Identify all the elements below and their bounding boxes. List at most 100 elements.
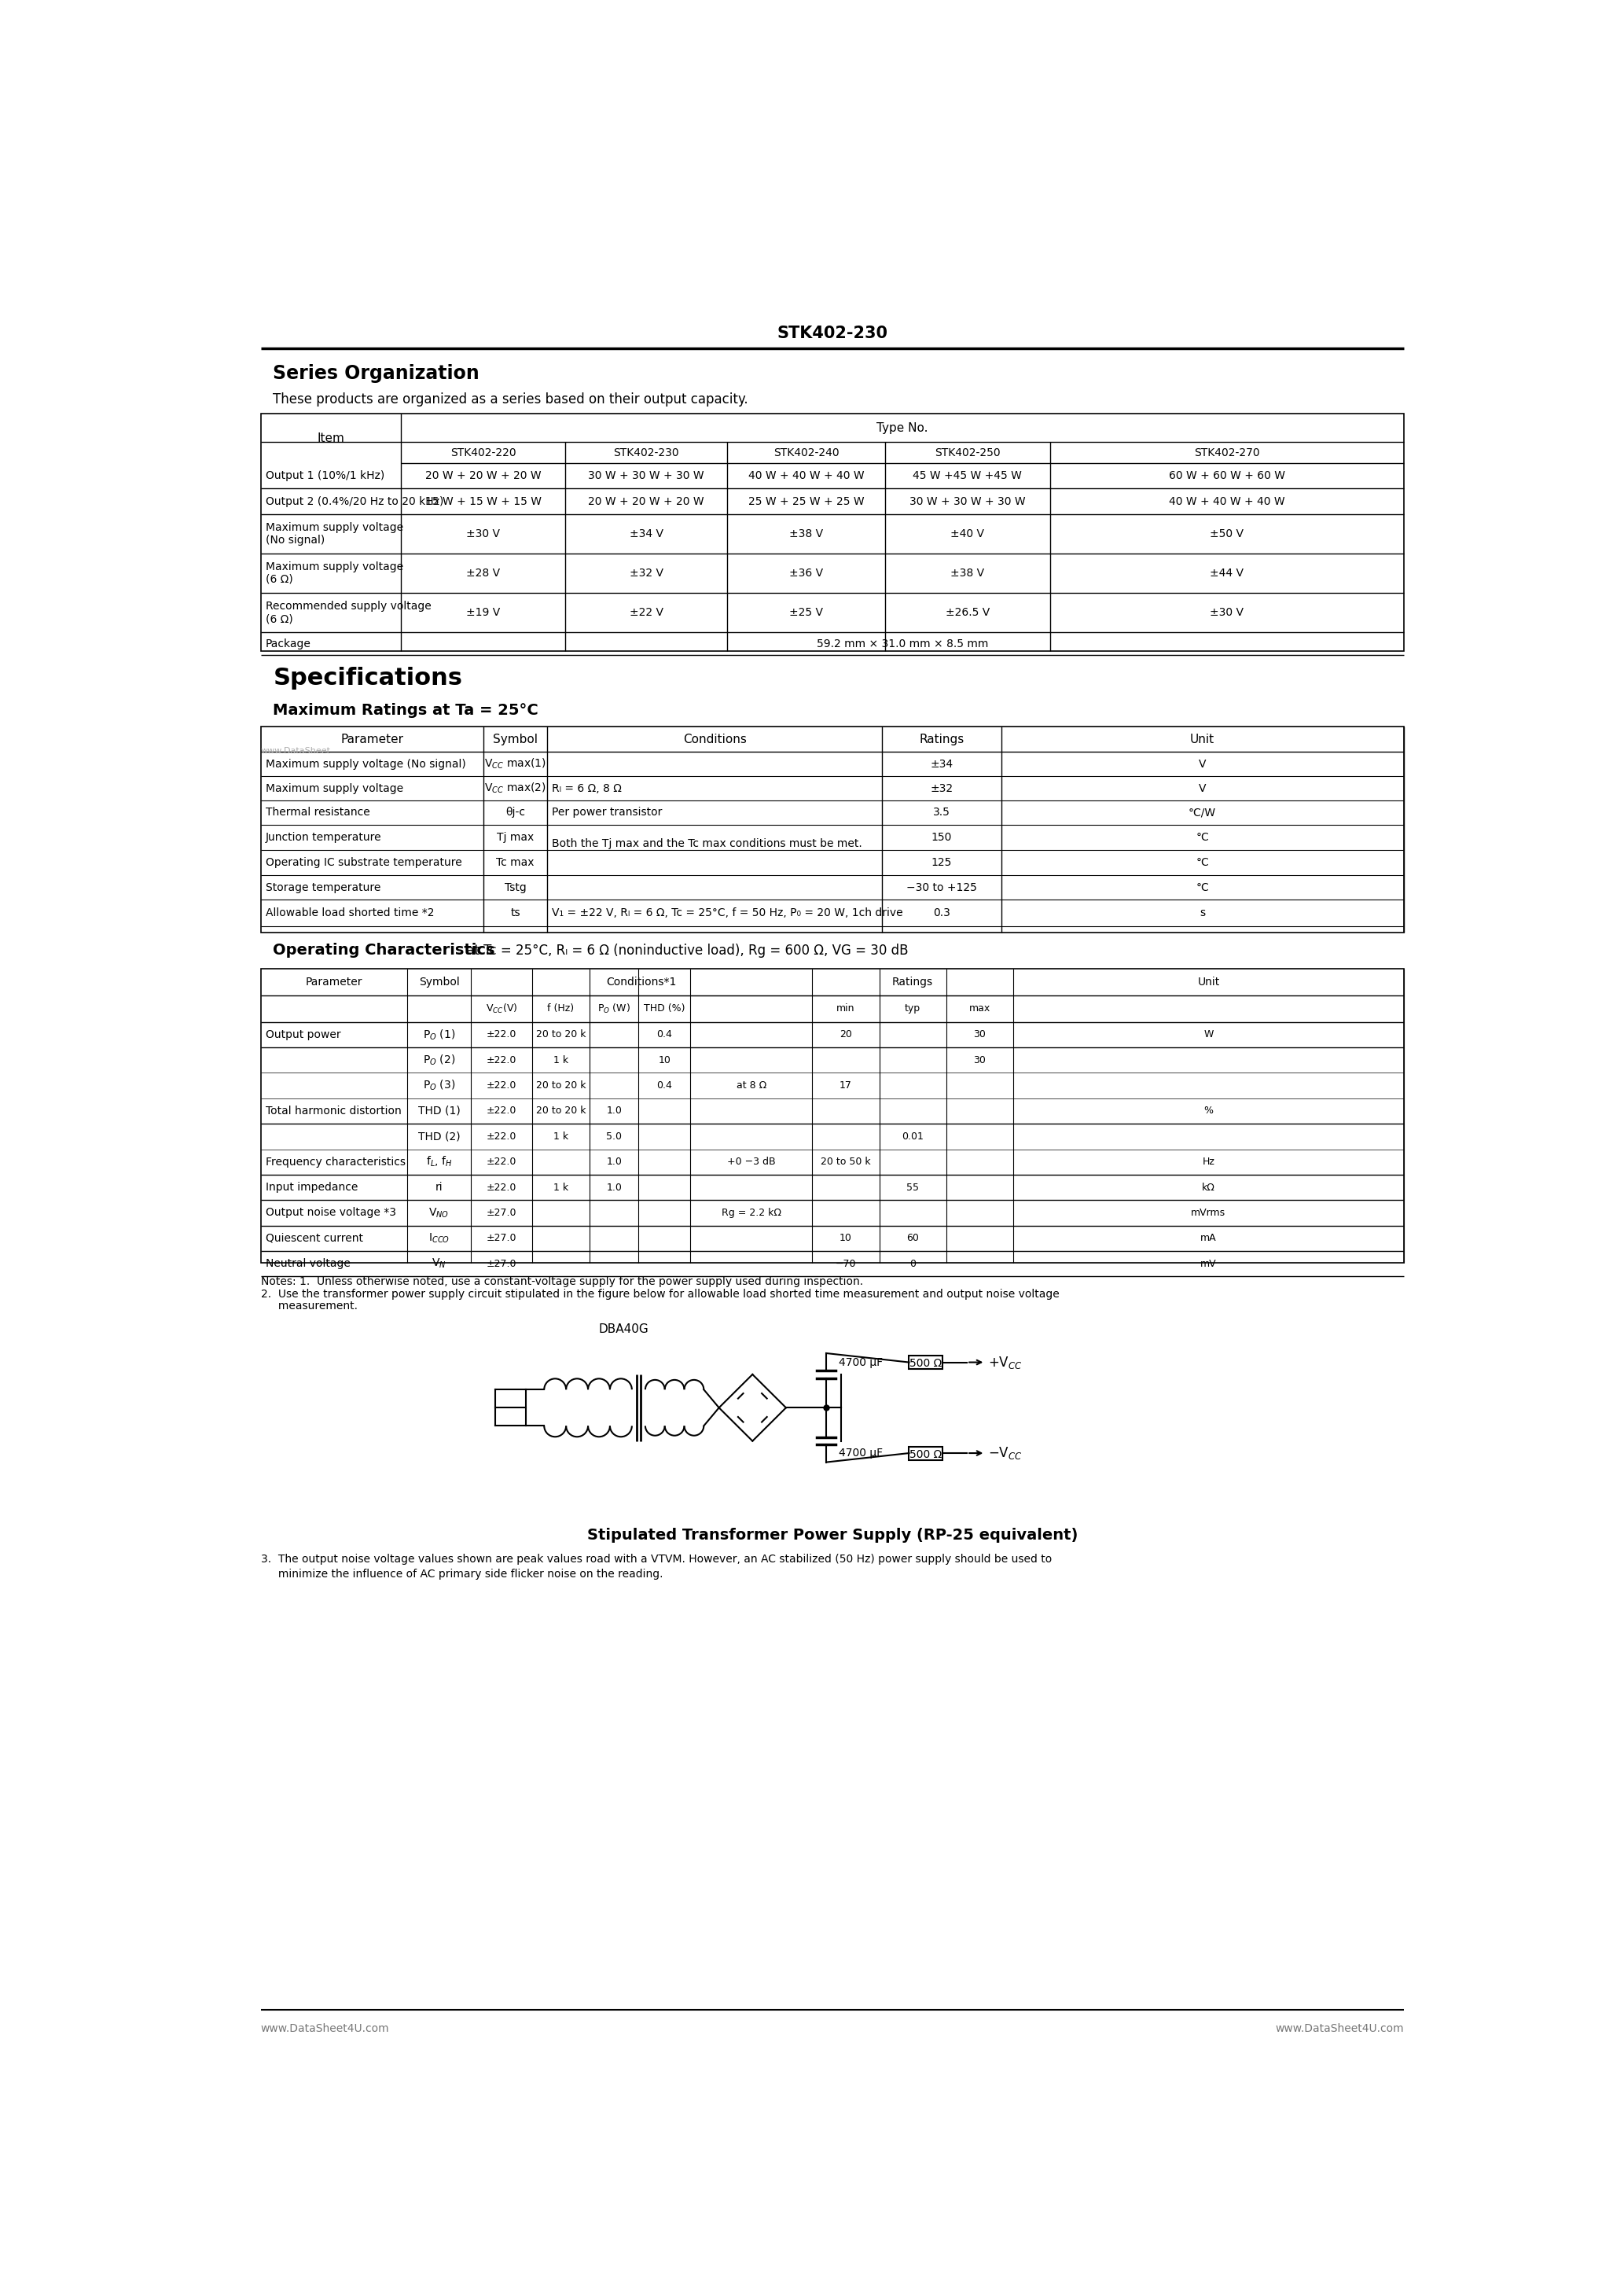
Text: THD (%): THD (%) [643, 1003, 685, 1015]
Text: Parameter: Parameter [305, 976, 362, 987]
Text: ±19 V: ±19 V [466, 606, 500, 618]
Text: 10: 10 [658, 1056, 671, 1065]
Text: 60: 60 [906, 1233, 919, 1244]
Text: measurement.: measurement. [261, 1300, 357, 1311]
Text: 1.0: 1.0 [606, 1182, 622, 1192]
Text: 20: 20 [840, 1029, 853, 1040]
Text: ±22.0: ±22.0 [487, 1132, 516, 1141]
Text: ±32: ±32 [931, 783, 953, 794]
Text: V$_{CC}$(V): V$_{CC}$(V) [486, 1003, 518, 1015]
Text: 45 W +45 W +45 W: 45 W +45 W +45 W [913, 471, 1021, 482]
Text: Output power: Output power [266, 1029, 341, 1040]
Text: V$_{CC}$ max(2): V$_{CC}$ max(2) [484, 781, 546, 794]
Text: %: % [1203, 1107, 1213, 1116]
Text: 500 Ω: 500 Ω [909, 1357, 942, 1368]
Text: I$_{CCO}$: I$_{CCO}$ [429, 1231, 450, 1244]
Text: 20 to 50 k: 20 to 50 k [820, 1157, 870, 1166]
Text: ±34: ±34 [931, 758, 953, 769]
Text: Symbol: Symbol [492, 732, 538, 746]
Text: minimize the influence of AC primary side flicker noise on the reading.: minimize the influence of AC primary sid… [261, 1568, 663, 1580]
Text: 0.01: 0.01 [901, 1132, 924, 1141]
Text: +V$_{CC}$: +V$_{CC}$ [989, 1355, 1023, 1371]
Text: ±22.0: ±22.0 [487, 1107, 516, 1116]
Text: 25 W + 25 W + 25 W: 25 W + 25 W + 25 W [749, 496, 864, 507]
Text: Both the Tj max and the Tc max conditions must be met.: Both the Tj max and the Tc max condition… [552, 838, 862, 850]
Text: V: V [1199, 758, 1207, 769]
Text: −30 to +125: −30 to +125 [906, 882, 978, 893]
Text: 0.4: 0.4 [656, 1029, 672, 1040]
Text: kΩ: kΩ [1202, 1182, 1215, 1192]
Text: 1 k: 1 k [554, 1056, 568, 1065]
Text: ±22.0: ±22.0 [487, 1157, 516, 1166]
Text: typ: typ [905, 1003, 921, 1015]
Text: Rₗ = 6 Ω, 8 Ω: Rₗ = 6 Ω, 8 Ω [552, 783, 622, 794]
Text: Specifications: Specifications [273, 666, 463, 689]
Text: ±36 V: ±36 V [789, 567, 823, 579]
Text: 20 to 20 k: 20 to 20 k [536, 1107, 586, 1116]
Text: Parameter: Parameter [341, 732, 403, 746]
Text: 30 W + 30 W + 30 W: 30 W + 30 W + 30 W [909, 496, 1026, 507]
Text: Rg = 2.2 kΩ: Rg = 2.2 kΩ [721, 1208, 781, 1217]
Text: Series Organization: Series Organization [273, 365, 479, 383]
Text: 20 W + 20 W + 20 W: 20 W + 20 W + 20 W [588, 496, 705, 507]
Text: ±44 V: ±44 V [1210, 567, 1244, 579]
Text: 40 W + 40 W + 40 W: 40 W + 40 W + 40 W [749, 471, 864, 482]
Text: ±30 V: ±30 V [1210, 606, 1244, 618]
Text: 1.0: 1.0 [606, 1107, 622, 1116]
Text: Input impedance: Input impedance [266, 1182, 357, 1194]
Text: Thermal resistance: Thermal resistance [266, 808, 370, 817]
Text: www.DataSheet4U.com: www.DataSheet4U.com [1275, 2023, 1403, 2034]
Text: V₁ = ±22 V, Rₗ = 6 Ω, Tc = 25°C, f = 50 Hz, P₀ = 20 W, 1ch drive: V₁ = ±22 V, Rₗ = 6 Ω, Tc = 25°C, f = 50 … [552, 907, 903, 918]
Text: Maximum supply voltage
(6 Ω): Maximum supply voltage (6 Ω) [266, 560, 403, 585]
Text: DBA40G: DBA40G [599, 1322, 650, 1334]
Text: 4700 µF: 4700 µF [840, 1357, 883, 1368]
Text: mVrms: mVrms [1190, 1208, 1226, 1217]
Text: ±38 V: ±38 V [950, 567, 984, 579]
Text: Ratings: Ratings [919, 732, 965, 746]
Text: 1.0: 1.0 [606, 1157, 622, 1166]
Text: ts: ts [510, 907, 520, 918]
Text: STK402-230: STK402-230 [776, 326, 888, 340]
Text: 30: 30 [973, 1056, 986, 1065]
Text: Maximum supply voltage (No signal): Maximum supply voltage (No signal) [266, 758, 466, 769]
Text: f$_L$, f$_H$: f$_L$, f$_H$ [425, 1155, 453, 1169]
Text: STK402-270: STK402-270 [1194, 448, 1260, 459]
Text: P$_O$ (W): P$_O$ (W) [598, 1003, 630, 1015]
Text: Conditions: Conditions [684, 732, 747, 746]
Text: P$_O$ (1): P$_O$ (1) [422, 1029, 455, 1042]
Text: Ratings: Ratings [892, 976, 934, 987]
Text: Storage temperature: Storage temperature [266, 882, 380, 893]
Text: ±22.0: ±22.0 [487, 1029, 516, 1040]
Text: Neutral voltage: Neutral voltage [266, 1258, 351, 1270]
Text: 5.0: 5.0 [606, 1132, 622, 1141]
Text: THD (1): THD (1) [417, 1107, 460, 1116]
Text: θj-c: θj-c [505, 808, 525, 817]
Text: 10: 10 [840, 1233, 853, 1244]
Text: Unit: Unit [1197, 976, 1220, 987]
Text: Output noise voltage *3: Output noise voltage *3 [266, 1208, 396, 1219]
Text: −V$_{CC}$: −V$_{CC}$ [989, 1444, 1023, 1460]
Text: ±26.5 V: ±26.5 V [945, 606, 989, 618]
Text: 40 W + 40 W + 40 W: 40 W + 40 W + 40 W [1169, 496, 1285, 507]
Text: 0.3: 0.3 [934, 907, 950, 918]
Text: Output 1 (10%/1 kHz): Output 1 (10%/1 kHz) [266, 471, 385, 482]
Text: Frequency characteristics: Frequency characteristics [266, 1157, 406, 1166]
Text: mA: mA [1200, 1233, 1216, 1244]
Text: ±38 V: ±38 V [789, 528, 823, 540]
Text: °C: °C [1195, 856, 1208, 868]
Text: Unit: Unit [1190, 732, 1215, 746]
Text: STK402-240: STK402-240 [773, 448, 840, 459]
Bar [261, 969, 1403, 1263]
Text: Stipulated Transformer Power Supply (RP-25 equivalent): Stipulated Transformer Power Supply (RP-… [586, 1527, 1078, 1543]
Text: ±22.0: ±22.0 [487, 1056, 516, 1065]
Text: STK402-220: STK402-220 [450, 448, 516, 459]
Text: 150: 150 [931, 831, 952, 843]
Text: °C: °C [1195, 831, 1208, 843]
Text: Item: Item [317, 432, 344, 445]
Text: Tc max: Tc max [497, 856, 534, 868]
Text: V$_{NO}$: V$_{NO}$ [429, 1205, 450, 1219]
Text: 15 W + 15 W + 15 W: 15 W + 15 W + 15 W [425, 496, 541, 507]
Text: ±22 V: ±22 V [628, 606, 663, 618]
Text: −70: −70 [835, 1258, 856, 1270]
Text: ±40 V: ±40 V [950, 528, 984, 540]
